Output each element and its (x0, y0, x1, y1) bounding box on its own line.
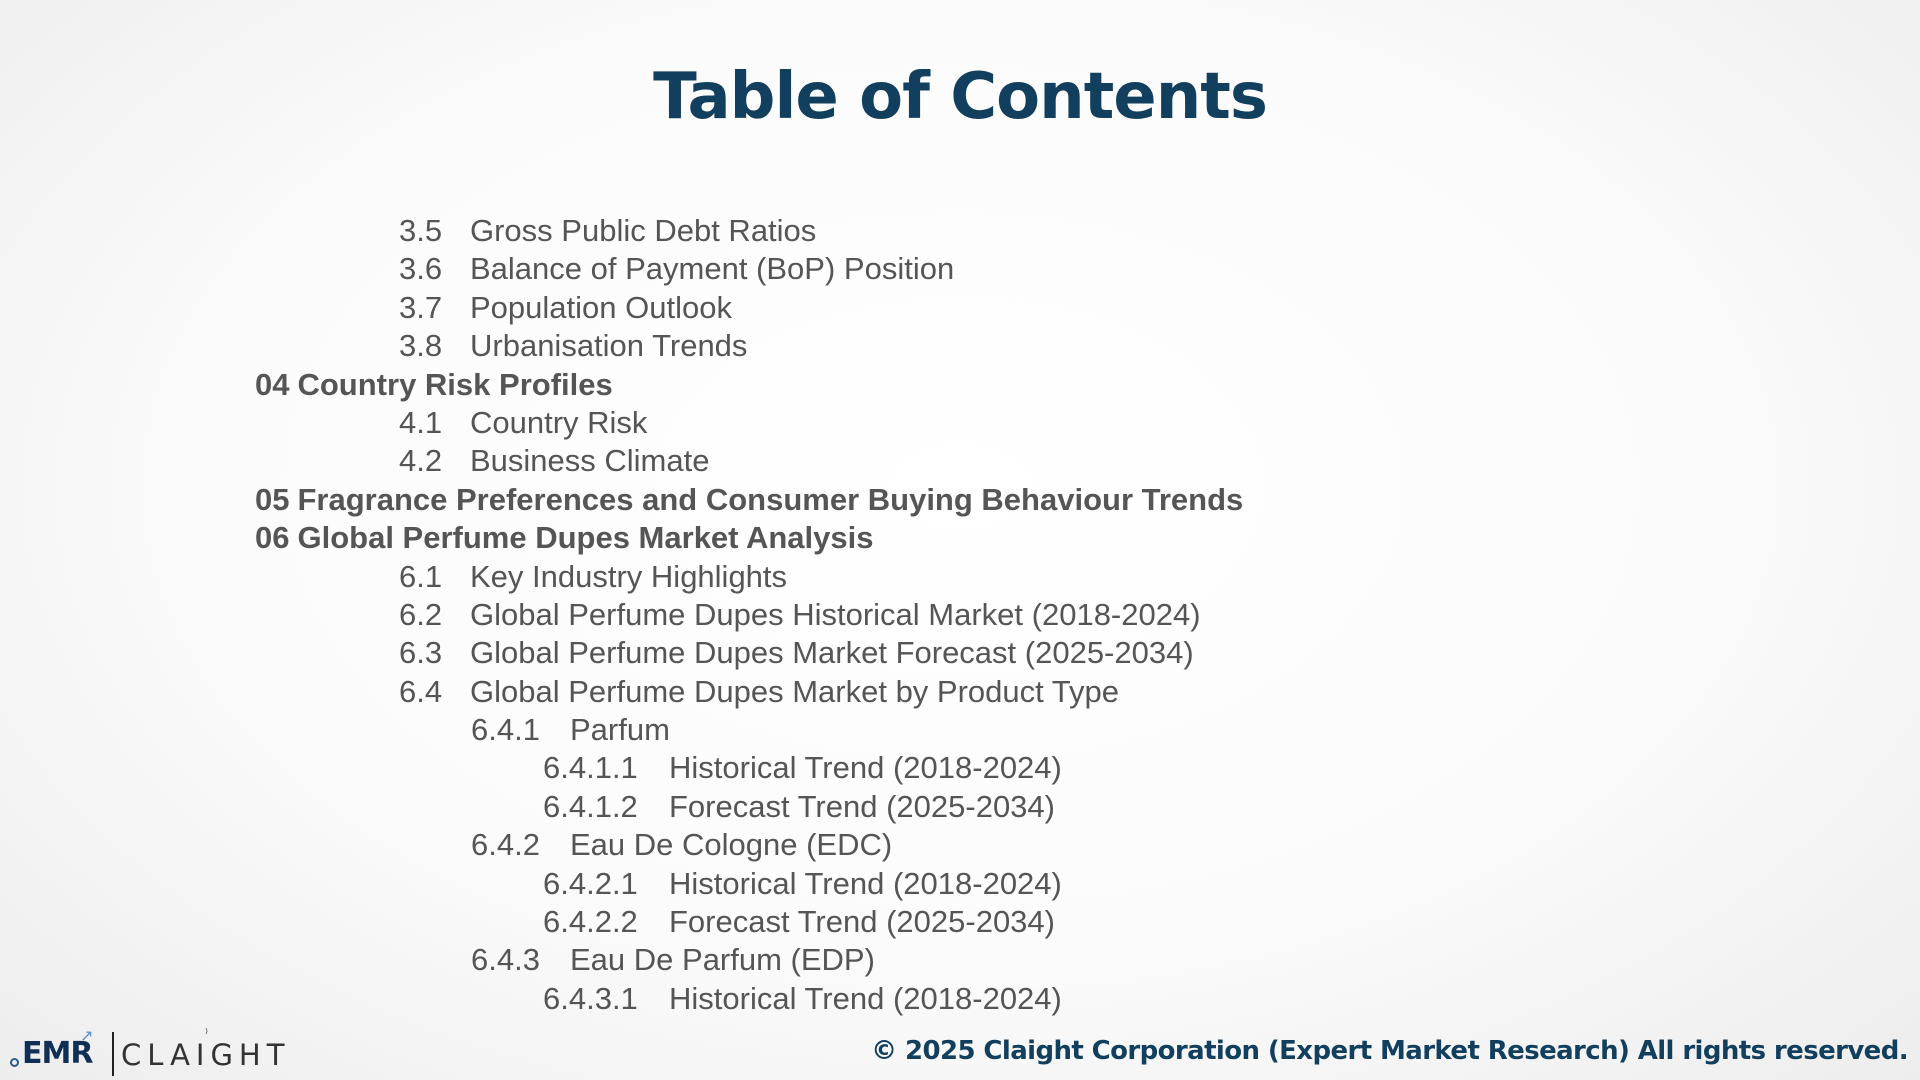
arrow-up-right-icon: ↗ (80, 1028, 94, 1045)
toc-entry-title: Key Industry Highlights (470, 558, 788, 594)
toc-entry-number: 6.4.1 (471, 712, 540, 748)
toc-entry: 3.5 Gross Public Debt Ratios (327, 212, 1827, 250)
toc-entry: 4.1 Country Risk (327, 404, 1827, 442)
toc-entry-title: Fragrance Preferences and Consumer Buyin… (297, 481, 1244, 517)
toc-entry-title: Historical Trend (2018-2024) (669, 980, 1062, 1016)
toc-entry-number: 6.4 (399, 673, 443, 709)
toc-entry-number: 6.4.1.1 (543, 750, 638, 786)
toc-entry: 3.8 Urbanisation Trends (327, 327, 1827, 365)
toc-entry-number: 6.4.2 (471, 827, 540, 863)
toc-entry: 6.4 Global Perfume Dupes Market by Produc… (327, 673, 1827, 711)
footer: EMR ↗ CLAIGHT ⁾ © 2025 Claight Corporati… (0, 1020, 1920, 1080)
toc-entry: 6.4.3.1 Historical Trend (2018-2024) (327, 980, 1827, 1018)
toc-entry-number: 6.4.2.2 (543, 904, 638, 940)
company-logo: EMR ↗ CLAIGHT ⁾ (8, 1024, 298, 1076)
toc-entry-title: Eau De Cologne (EDC) (570, 827, 893, 863)
toc-entry: 3.6 Balance of Payment (BoP) Position (327, 250, 1827, 288)
toc-entry-title: Parfum (570, 712, 670, 748)
toc-section-heading: 04 Country Risk Profiles (255, 366, 1827, 404)
toc-entry-number: 6.2 (399, 596, 443, 632)
logo-claight-text: CLAIGHT (121, 1038, 291, 1072)
toc-entry: 6.1 Key Industry Highlights (327, 558, 1827, 596)
toc-entry: 4.2 Business Climate (327, 442, 1827, 480)
toc-entry-title: Historical Trend (2018-2024) (669, 865, 1062, 901)
toc-entry-number: 6.4.3 (471, 942, 540, 978)
toc-entry-title: Country Risk Profiles (297, 366, 613, 402)
logo-dot-icon (10, 1058, 19, 1067)
page-title: Table of Contents (653, 60, 1268, 134)
toc-entry: 6.4.2.2 Forecast Trend (2025-2034) (327, 903, 1827, 941)
toc-entry-title: Country Risk (470, 404, 648, 440)
toc-entry-number: 04 (255, 366, 290, 402)
toc-entry-title: Gross Public Debt Ratios (470, 213, 817, 248)
toc-entry-title: Historical Trend (2018-2024) (669, 750, 1062, 786)
toc-entry-number: 4.1 (399, 404, 443, 440)
toc-entry-number: 06 (255, 520, 290, 556)
toc-entry: 6.4.1.1 Historical Trend (2018-2024) (327, 749, 1827, 787)
toc-entry: 6.3 Global Perfume Dupes Market Forecast … (327, 634, 1827, 672)
toc-section-heading: 06 Global Perfume Dupes Market Analysis (255, 519, 1827, 557)
toc-entry-title: Eau De Parfum (EDP) (570, 942, 875, 978)
toc-entry-title: Global Perfume Dupes Market Analysis (297, 520, 874, 556)
toc-entry-number: 6.1 (399, 558, 443, 594)
toc-entry-title: Balance of Payment (BoP) Position (470, 251, 955, 287)
toc-entry: 6.4.1.2 Forecast Trend (2025-2034) (327, 788, 1827, 826)
toc-entry: 3.7 Population Outlook (327, 289, 1827, 327)
toc-entry-number: 6.3 (399, 635, 443, 671)
toc-entry-title: Global Perfume Dupes Historical Market (… (470, 596, 1201, 632)
signal-icon: ⁾ (205, 1026, 208, 1040)
toc-entry-title: Business Climate (470, 443, 710, 479)
toc-entry-title: Population Outlook (470, 289, 732, 325)
toc-entry-number: 4.2 (399, 443, 443, 479)
toc-entry: 6.4.1 Parfum (327, 711, 1827, 749)
toc-entry-number: 3.6 (399, 251, 443, 287)
toc-entry: 6.4.2 Eau De Cologne (EDC) (327, 826, 1827, 864)
toc-entry-title: Urbanisation Trends (470, 328, 748, 364)
logo-emr-text: EMR (22, 1036, 93, 1071)
toc-entry: 6.4.3 Eau De Parfum (EDP) (327, 941, 1827, 979)
logo-divider (112, 1032, 114, 1076)
toc-entry-number: 3.7 (399, 289, 443, 325)
copyright-notice: © 2025 Claight Corporation (Expert Marke… (871, 1036, 1908, 1066)
toc-entry-number: 3.8 (399, 328, 443, 364)
toc-entry-title: Forecast Trend (2025-2034) (669, 904, 1055, 940)
toc-entry-number: 05 (255, 481, 290, 517)
toc-entry-title: Global Perfume Dupes Market Forecast (20… (470, 635, 1194, 671)
toc-entry: 6.2 Global Perfume Dupes Historical Marke… (327, 596, 1827, 634)
toc-entry-number: 6.4.3.1 (543, 980, 638, 1016)
toc-entry-title: Global Perfume Dupes Market by Product T… (470, 673, 1120, 709)
table-of-contents: 3.5 Gross Public Debt Ratios 3.6 Balance of… (255, 212, 1827, 1018)
toc-entry-title: Forecast Trend (2025-2034) (669, 788, 1055, 824)
toc-entry-number: 6.4.1.2 (543, 788, 638, 824)
toc-entry-number: 6.4.2.1 (543, 865, 638, 901)
toc-entry: 6.4.2.1 Historical Trend (2018-2024) (327, 865, 1827, 903)
toc-section-heading: 05 Fragrance Preferences and Consumer Buy… (255, 481, 1827, 519)
toc-entry-number: 3.5 (399, 213, 443, 248)
